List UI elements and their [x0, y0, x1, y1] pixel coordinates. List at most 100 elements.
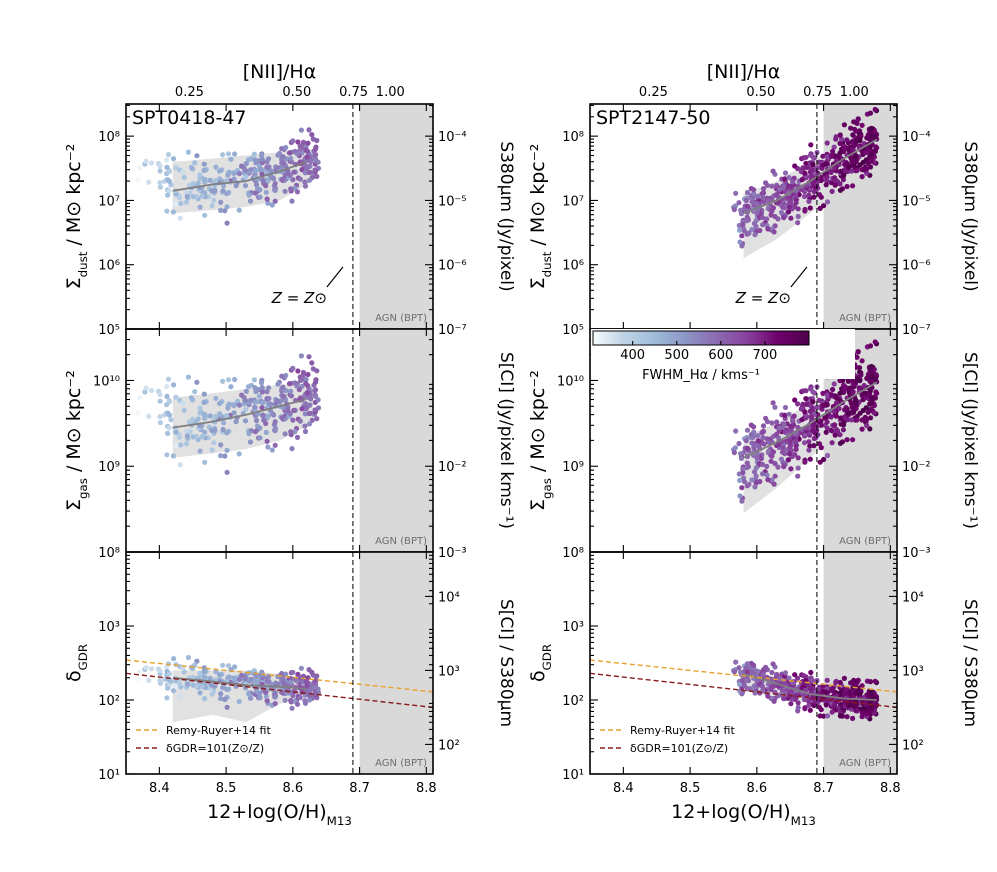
data-point	[165, 430, 171, 436]
data-point	[286, 381, 293, 387]
data-point	[212, 427, 218, 433]
data-point	[246, 192, 252, 198]
data-point	[741, 479, 748, 485]
data-point	[306, 127, 312, 133]
y-tick-label: 10⁶	[98, 259, 120, 274]
y2-axis-label: S[CI] / S380μm	[496, 599, 516, 727]
data-point	[824, 392, 830, 398]
data-point	[731, 206, 738, 213]
data-point	[838, 415, 844, 421]
data-point	[190, 682, 196, 688]
data-point	[760, 190, 767, 196]
data-point	[769, 477, 775, 483]
data-point	[303, 678, 309, 685]
data-point	[264, 196, 270, 202]
data-point	[859, 417, 865, 423]
data-point	[217, 411, 223, 417]
data-point	[251, 151, 257, 157]
data-point	[279, 146, 285, 152]
data-point	[774, 431, 780, 437]
data-point	[854, 167, 860, 174]
data-point	[202, 459, 208, 465]
data-point	[197, 175, 203, 181]
x-tick-label: 8.5	[680, 781, 701, 796]
data-point	[799, 177, 805, 183]
data-point	[829, 440, 835, 446]
data-point	[833, 679, 839, 686]
data-point	[253, 417, 260, 424]
data-point	[863, 711, 870, 717]
data-point	[832, 422, 838, 428]
reference-line	[589, 672, 898, 709]
data-point	[872, 678, 878, 684]
trend-line	[172, 161, 307, 192]
data-point	[290, 669, 296, 675]
data-point	[769, 453, 775, 459]
data-point	[314, 137, 320, 144]
data-point	[298, 353, 304, 359]
data-point	[860, 159, 866, 165]
data-point	[857, 378, 863, 384]
data-point	[861, 141, 867, 147]
data-point	[194, 658, 200, 664]
data-point	[225, 151, 232, 157]
data-point	[304, 390, 310, 396]
data-point	[180, 665, 186, 671]
data-point	[253, 388, 259, 395]
data-point	[220, 662, 226, 668]
data-point	[868, 125, 875, 131]
data-point	[283, 144, 289, 151]
data-point	[800, 672, 807, 679]
data-point	[839, 136, 845, 142]
data-point	[848, 400, 854, 406]
data-point	[192, 160, 198, 166]
data-point	[272, 442, 278, 448]
data-point	[199, 434, 205, 440]
data-point	[220, 152, 226, 158]
data-point	[859, 174, 865, 180]
data-point	[781, 215, 787, 221]
data-point	[188, 395, 194, 401]
data-point	[197, 410, 203, 416]
data-point	[765, 226, 771, 232]
data-point	[765, 693, 771, 699]
data-point	[745, 445, 751, 451]
data-point	[755, 438, 761, 444]
data-point	[860, 407, 866, 413]
data-point	[243, 174, 249, 180]
data-point	[844, 437, 850, 443]
data-point	[837, 132, 843, 138]
data-point	[168, 417, 174, 423]
data-point	[234, 398, 241, 404]
data-point	[801, 440, 808, 446]
data-point	[197, 204, 203, 210]
data-point	[739, 691, 745, 697]
y-tick-label: 10³	[98, 620, 120, 635]
data-point	[143, 665, 149, 671]
data-point	[731, 450, 738, 456]
data-point	[863, 417, 870, 423]
data-point	[795, 213, 801, 220]
data-point	[213, 669, 219, 675]
data-point	[821, 456, 827, 463]
y2-tick-label: 10⁻³	[902, 546, 931, 561]
data-point	[302, 423, 308, 429]
data-point	[824, 174, 830, 180]
data-point	[199, 684, 205, 690]
data-point	[184, 681, 190, 687]
data-point	[867, 388, 873, 394]
data-point	[252, 385, 258, 391]
y-tick-label: 10⁹	[98, 460, 120, 475]
y-axis-label: δGDR	[63, 644, 90, 682]
data-point	[170, 453, 176, 459]
data-point	[820, 390, 826, 396]
data-point	[236, 171, 242, 177]
data-point	[766, 439, 772, 445]
top-tick-label: 0.25	[639, 85, 668, 100]
data-point	[837, 378, 843, 384]
data-point	[777, 425, 783, 431]
data-point	[202, 411, 208, 418]
data-point	[751, 220, 758, 227]
y-tick-label: 10²	[98, 694, 120, 709]
data-point	[791, 413, 797, 419]
